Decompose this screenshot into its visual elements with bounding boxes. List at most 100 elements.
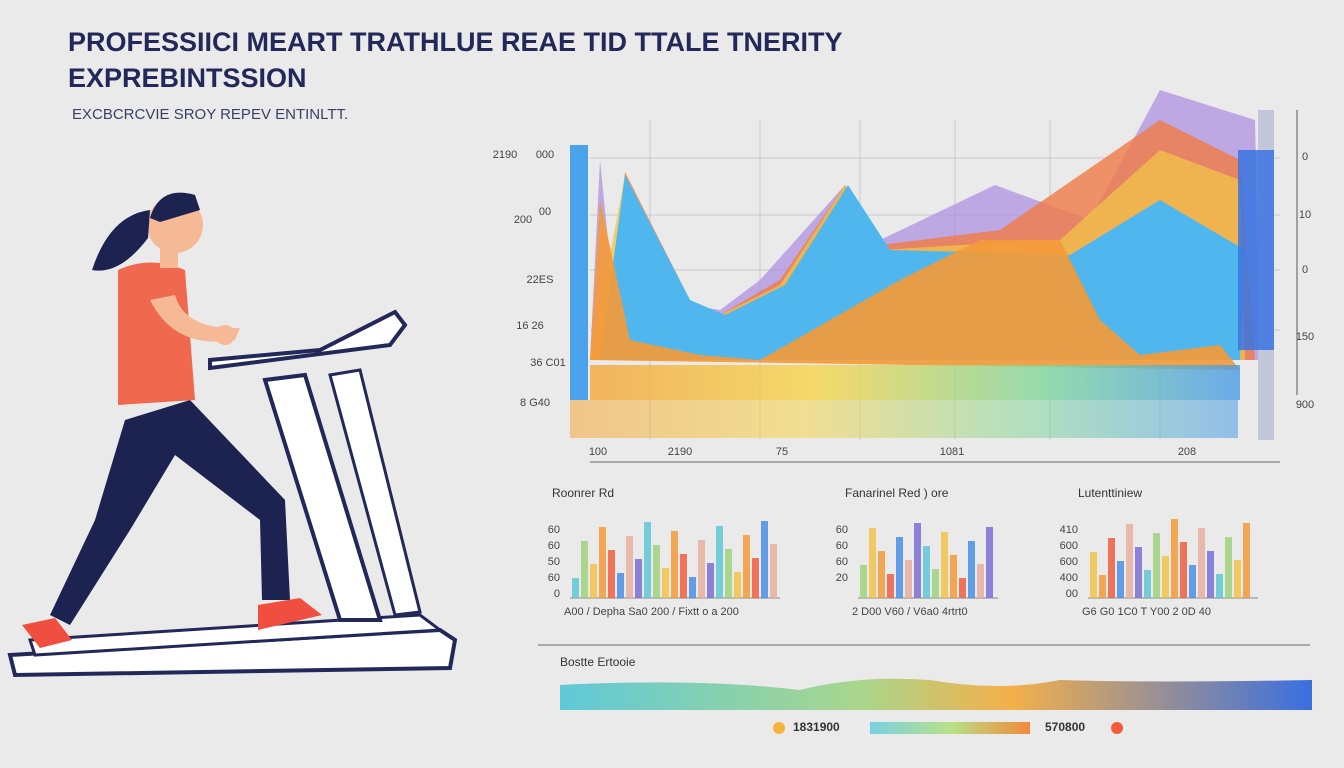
decor-bar [1108,538,1115,598]
decor-bar [959,578,966,598]
decor-bar [887,574,894,598]
decor-bar [923,546,930,598]
decor-bar [878,551,885,598]
decor-bar [1099,575,1106,598]
decor-bar [1207,551,1214,598]
decor-bar [1189,565,1196,598]
decor-bar [896,537,903,598]
decor-bar [1198,528,1205,598]
y-tick-label: 36 C01 [530,357,565,369]
decor-bar [1090,552,1097,598]
decor-bar [932,569,939,598]
area-chart [570,90,1298,463]
y-tick-label: 200 [514,214,532,226]
decor-bar [635,559,642,598]
y-tick-label: 2190 [493,149,517,161]
decor-bar [725,549,732,598]
decor-bar [653,545,660,598]
decor-bar [1234,560,1241,598]
chart-title: Roonrer Rd [552,486,614,500]
bottom-value: 1831900 [793,720,840,734]
decor-bar [626,536,633,598]
y-tick-label: 410 [1060,524,1078,536]
title-line: PROFESSIICI MEART TRATHLUE REAE TID TTAL… [68,27,843,57]
y-tick-label: 600 [1060,556,1078,568]
chart-title: Fanarinel Red ) ore [845,486,949,500]
subtitle: EXCBCRCVIE SROY REPEV ENTINLTT. [72,106,348,123]
decor-bar [905,560,912,598]
x-tick-label: 208 [1178,446,1196,458]
y-tick-label: 16 26 [516,320,544,332]
x-tick-label: 1081 [940,446,964,458]
y-tick-label: 400 [1060,572,1078,584]
decor-bar [1171,519,1178,598]
y-tick-label: 60 [548,524,560,536]
decor-bar [770,544,777,598]
decor-bar [689,577,696,598]
decor-bar [1225,537,1232,598]
decor-bar [572,578,579,598]
y-tick-label: 60 [836,540,848,552]
wave-band [560,678,1312,710]
decor-bar [590,564,597,598]
decor-bar [752,558,759,598]
decor-bar [671,531,678,598]
decor-bar [986,527,993,598]
decor-bar [707,563,714,598]
decor-bar [968,541,975,598]
y2-tick-label: 0 [1302,264,1308,276]
decor-bar [1243,523,1250,598]
illustration [7,192,458,678]
decor-bar [761,521,768,598]
y-tick-label: 20 [836,572,848,584]
decor-bar [581,541,588,598]
y-tick-label: 0 [554,588,560,600]
decor-bar [950,555,957,598]
y-tick-label: 50 [548,556,560,568]
decor-bar [644,522,651,598]
decor-bar [1126,524,1133,598]
y-tick-label: 00 [1066,588,1078,600]
y-tick-label: 60 [836,524,848,536]
decor-bar [662,568,669,598]
decor-bar [1144,570,1151,598]
decor-bar [716,526,723,598]
decor-bar [1153,533,1160,598]
x-tick-label: G6 G0 1C0 T Y00 2 0D 40 [1082,606,1211,618]
x-tick-label: 100 [589,446,607,458]
decor-bar [1117,561,1124,598]
range-bar [870,722,1030,734]
decor-bar [1162,556,1169,598]
y-tick-label: 000 [536,149,554,161]
x-tick-label: A00 / Depha Sa0 200 / Fixtt o a 200 [564,606,739,618]
title-line: EXPREBINTSSION [68,63,307,93]
y-tick-label: 00 [539,206,551,218]
decor-bar [743,535,750,598]
decor-bar [608,550,615,598]
chart-title: Lutenttiniew [1078,486,1142,500]
decor-bar [914,523,921,598]
y2-tick-label: 150 [1296,331,1314,343]
y-tick-label: 8 G40 [520,397,550,409]
marker [773,722,785,734]
x-tick-label: 2190 [668,446,692,458]
marker [1111,722,1123,734]
x-tick-label: 75 [776,446,788,458]
y-tick-label: 60 [548,572,560,584]
decor-bar [869,528,876,598]
bottom-value: 570800 [1045,720,1085,734]
bottom-label: Bostte Ertooie [560,655,636,669]
decor-bar [860,565,867,598]
y-tick-label: 60 [836,556,848,568]
decor-bar [680,554,687,598]
y-tick-label: 600 [1060,540,1078,552]
decor-bar [941,532,948,598]
y2-tick-label: 10 [1299,209,1311,221]
decor-bar [617,573,624,598]
decor-bar [734,572,741,598]
decor-bar [599,527,606,598]
y2-tick-label: 900 [1296,399,1314,411]
decor-bar [1180,542,1187,598]
